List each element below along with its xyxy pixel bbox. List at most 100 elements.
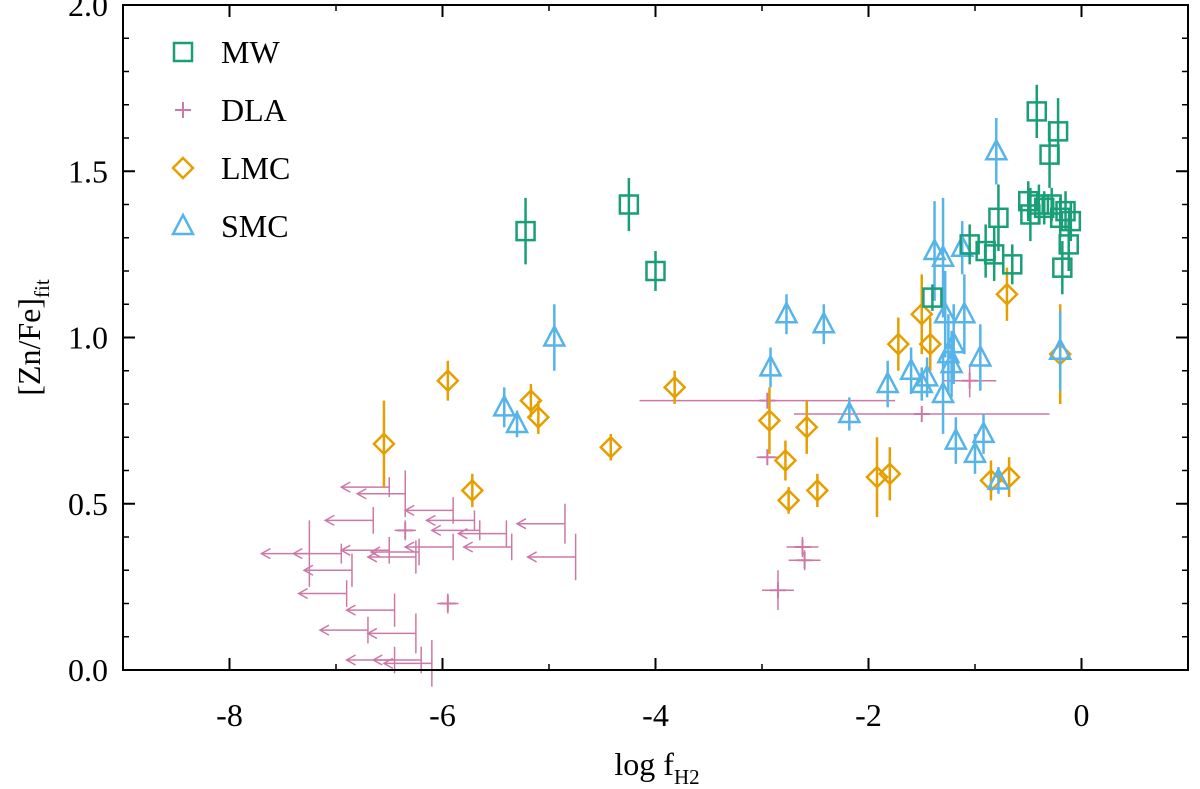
upper-limit-dla xyxy=(339,477,390,498)
data-point-lmc xyxy=(662,375,687,400)
legend-marker-dla xyxy=(175,102,191,118)
upper-limit-dla xyxy=(366,540,417,574)
x-tick-label: -8 xyxy=(216,697,243,733)
legend-label-lmc: LMC xyxy=(221,150,290,186)
upper-limit-dla xyxy=(403,533,454,561)
limit-arrowhead xyxy=(403,541,415,553)
data-point-smc xyxy=(1048,337,1073,361)
data-point-dla xyxy=(439,595,456,612)
data-point-mw xyxy=(1002,254,1023,275)
data-point-dla xyxy=(913,405,930,422)
data-point-mw xyxy=(515,220,536,242)
legend-marker-mw xyxy=(172,41,194,63)
data-point-lmc xyxy=(526,405,551,430)
data-point-lmc xyxy=(757,408,782,433)
data-point-smc xyxy=(774,300,799,324)
data-point-lmc xyxy=(995,282,1019,307)
x-tick-label: 0 xyxy=(1074,697,1090,733)
data-point-smc xyxy=(542,323,567,347)
data-point-lmc xyxy=(805,478,830,503)
y-tick-label: 0.5 xyxy=(68,486,108,522)
upper-limit-dla xyxy=(462,533,513,561)
data-point-mw xyxy=(645,260,666,282)
data-layer xyxy=(259,84,1082,687)
upper-limit-dla xyxy=(355,470,406,518)
limit-arrowhead xyxy=(345,604,356,616)
data-point-smc xyxy=(971,420,996,444)
legend-marker-lmc xyxy=(171,156,195,180)
upper-limit-dla xyxy=(366,613,417,654)
data-point-mw xyxy=(1047,121,1069,142)
data-point-mw xyxy=(922,287,943,308)
upper-limit-dla xyxy=(345,593,396,627)
x-axis-label-subscript: H2 xyxy=(674,765,700,789)
data-point-lmc xyxy=(372,432,396,456)
data-point-smc xyxy=(811,310,836,334)
data-point-smc xyxy=(758,353,783,377)
y-tick-label: 0.0 xyxy=(68,652,108,688)
upper-limit-dla xyxy=(515,503,566,544)
data-point-smc xyxy=(504,410,530,434)
upper-limit-dla xyxy=(318,616,369,644)
data-point-lmc xyxy=(865,465,889,489)
data-point-dla xyxy=(794,538,811,555)
upper-limit-dla xyxy=(526,533,577,581)
data-point-smc xyxy=(962,440,988,464)
data-point-lmc xyxy=(909,302,934,326)
data-point-dla xyxy=(759,449,776,466)
y-axis-label-main: [Zn/Fe] xyxy=(11,298,47,396)
limit-arrowhead xyxy=(318,624,330,636)
data-point-lmc xyxy=(773,448,798,473)
data-point-smc xyxy=(930,244,956,267)
limit-arrowhead xyxy=(302,564,314,576)
data-point-lmc xyxy=(886,332,911,356)
limit-arrowhead xyxy=(456,528,468,540)
data-point-lmc xyxy=(436,368,460,393)
data-point-smc xyxy=(930,380,956,404)
data-point-mw xyxy=(1052,257,1073,278)
upper-limit-dla xyxy=(456,520,508,547)
data-point-smc xyxy=(915,363,940,387)
data-point-lmc xyxy=(776,488,801,513)
upper-limit-dla xyxy=(291,543,343,564)
data-point-smc xyxy=(941,330,966,354)
limit-arrowhead xyxy=(515,518,527,530)
limit-arrowhead xyxy=(430,524,442,537)
data-point-smc xyxy=(899,357,924,380)
upper-limit-dla xyxy=(424,510,476,531)
data-point-smc xyxy=(922,237,947,261)
data-point-dla xyxy=(796,552,813,569)
limit-arrowhead xyxy=(526,551,537,563)
limit-arrowhead xyxy=(355,488,367,500)
axis-ticks: -8 -6 -4 -2 0 0.0 0.5 1.0 1.5 2.0 xyxy=(68,0,1189,733)
limit-arrowhead xyxy=(382,657,394,670)
data-point-mw xyxy=(1026,101,1048,122)
data-point-dla xyxy=(769,582,786,599)
series-dla xyxy=(259,364,1050,687)
upper-limit-dla xyxy=(323,507,375,534)
series-mw xyxy=(515,84,1082,311)
data-point-smc xyxy=(968,343,993,367)
x-tick-label: -6 xyxy=(429,697,456,733)
upper-limit-dla xyxy=(403,497,454,524)
x-axis-label: log fH2 xyxy=(614,746,699,789)
data-point-lmc xyxy=(599,435,623,459)
data-point-smc xyxy=(939,350,964,374)
data-point-lmc xyxy=(794,415,819,440)
data-point-dla xyxy=(397,522,414,539)
data-point-smc xyxy=(986,466,1011,490)
upper-limit-dla xyxy=(339,537,390,564)
data-point-lmc xyxy=(460,478,485,503)
limit-arrowhead xyxy=(345,654,356,666)
data-point-smc xyxy=(837,400,862,424)
data-point-lmc xyxy=(918,332,943,356)
data-point-lmc xyxy=(519,388,543,413)
limit-arrowhead xyxy=(369,546,381,558)
data-point-smc xyxy=(984,137,1009,161)
x-tick-label: -2 xyxy=(855,697,882,733)
y-axis-label-subscript: fit xyxy=(30,279,54,298)
upper-limit-dla xyxy=(369,538,420,566)
upper-limit-dla xyxy=(382,640,433,687)
legend-label-mw: MW xyxy=(221,34,280,70)
